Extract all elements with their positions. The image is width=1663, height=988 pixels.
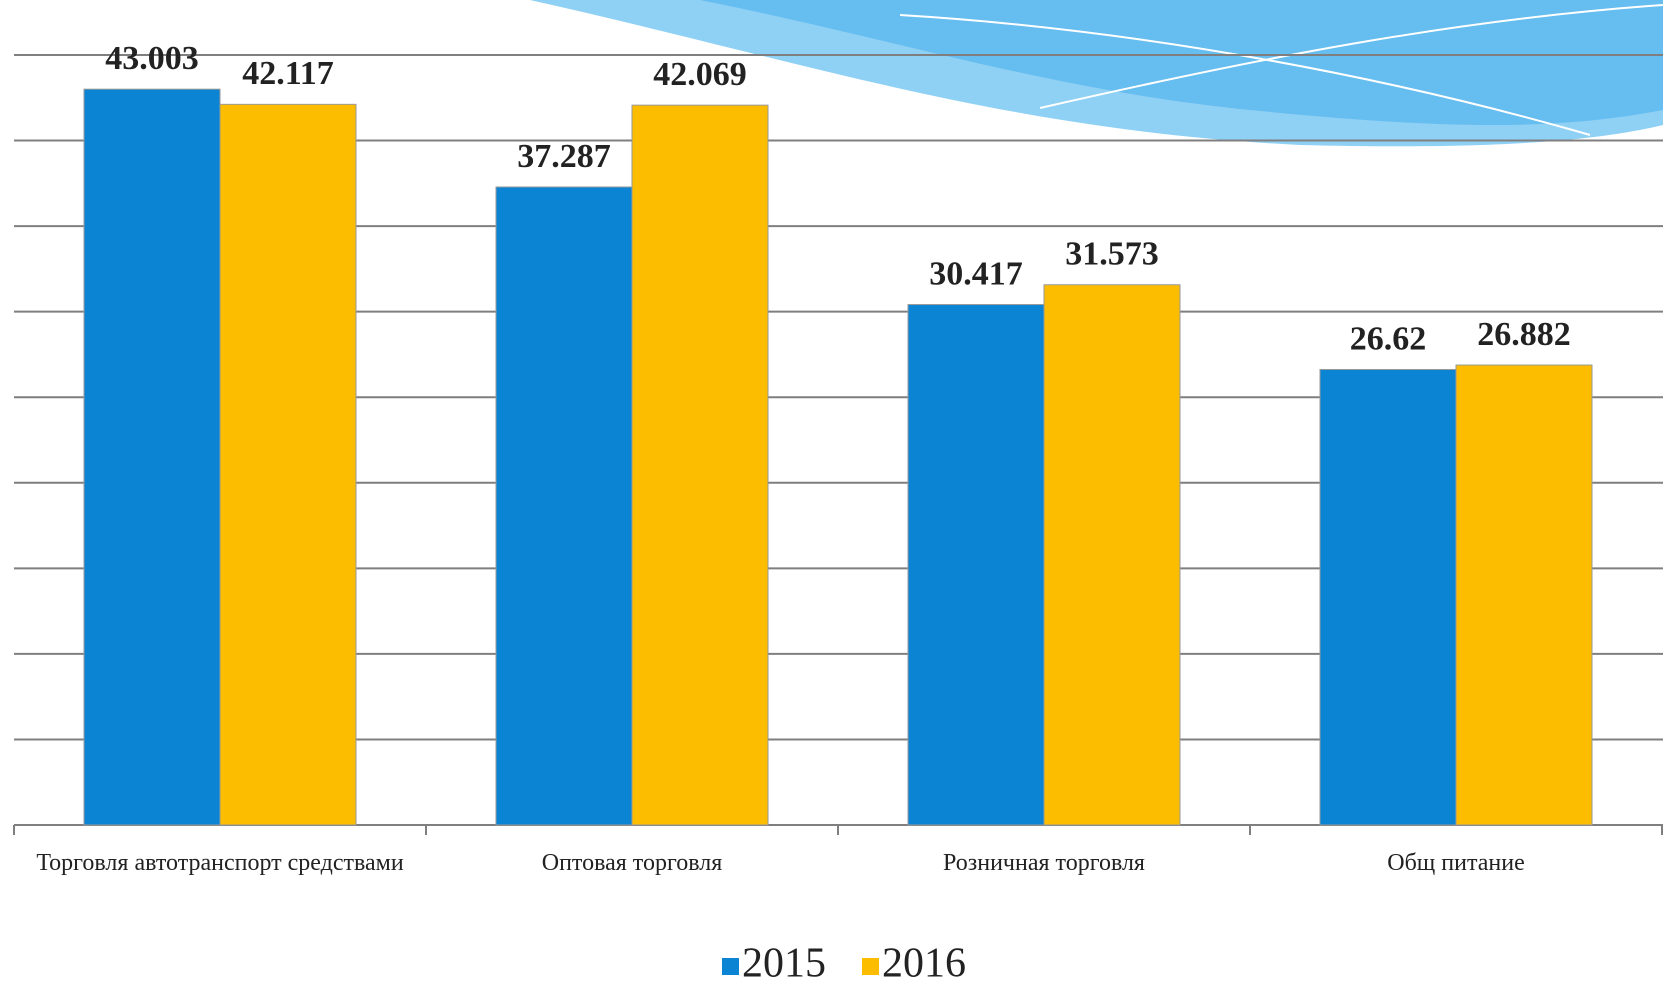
bar (83, 88, 221, 826)
data-label: 26.62 (1350, 320, 1427, 357)
x-tick-label: Общ питание (1387, 850, 1525, 876)
legend-swatch (862, 958, 879, 975)
bar (1043, 284, 1181, 826)
legend-label: 2015 (742, 941, 826, 987)
x-tick-label: Розничная торговля (943, 850, 1145, 876)
x-tick-label: Оптовая торговля (541, 850, 723, 876)
legend-label: 2016 (882, 941, 966, 987)
bar (1455, 364, 1593, 826)
bar (631, 104, 769, 826)
data-label: 26.882 (1477, 316, 1571, 353)
bar (219, 103, 357, 826)
data-label: 42.069 (653, 56, 747, 93)
bar (495, 186, 633, 826)
data-label: 37.287 (517, 138, 611, 175)
bar (1319, 369, 1457, 826)
legend-swatch (722, 958, 739, 975)
data-label: 31.573 (1065, 236, 1159, 273)
x-tick-label: Торговля автотранспорт средствами (36, 850, 404, 876)
bar (907, 304, 1045, 826)
decoration (530, 0, 1663, 147)
data-label: 30.417 (929, 255, 1023, 292)
data-label: 42.117 (242, 55, 334, 92)
data-label: 43.003 (105, 40, 199, 77)
